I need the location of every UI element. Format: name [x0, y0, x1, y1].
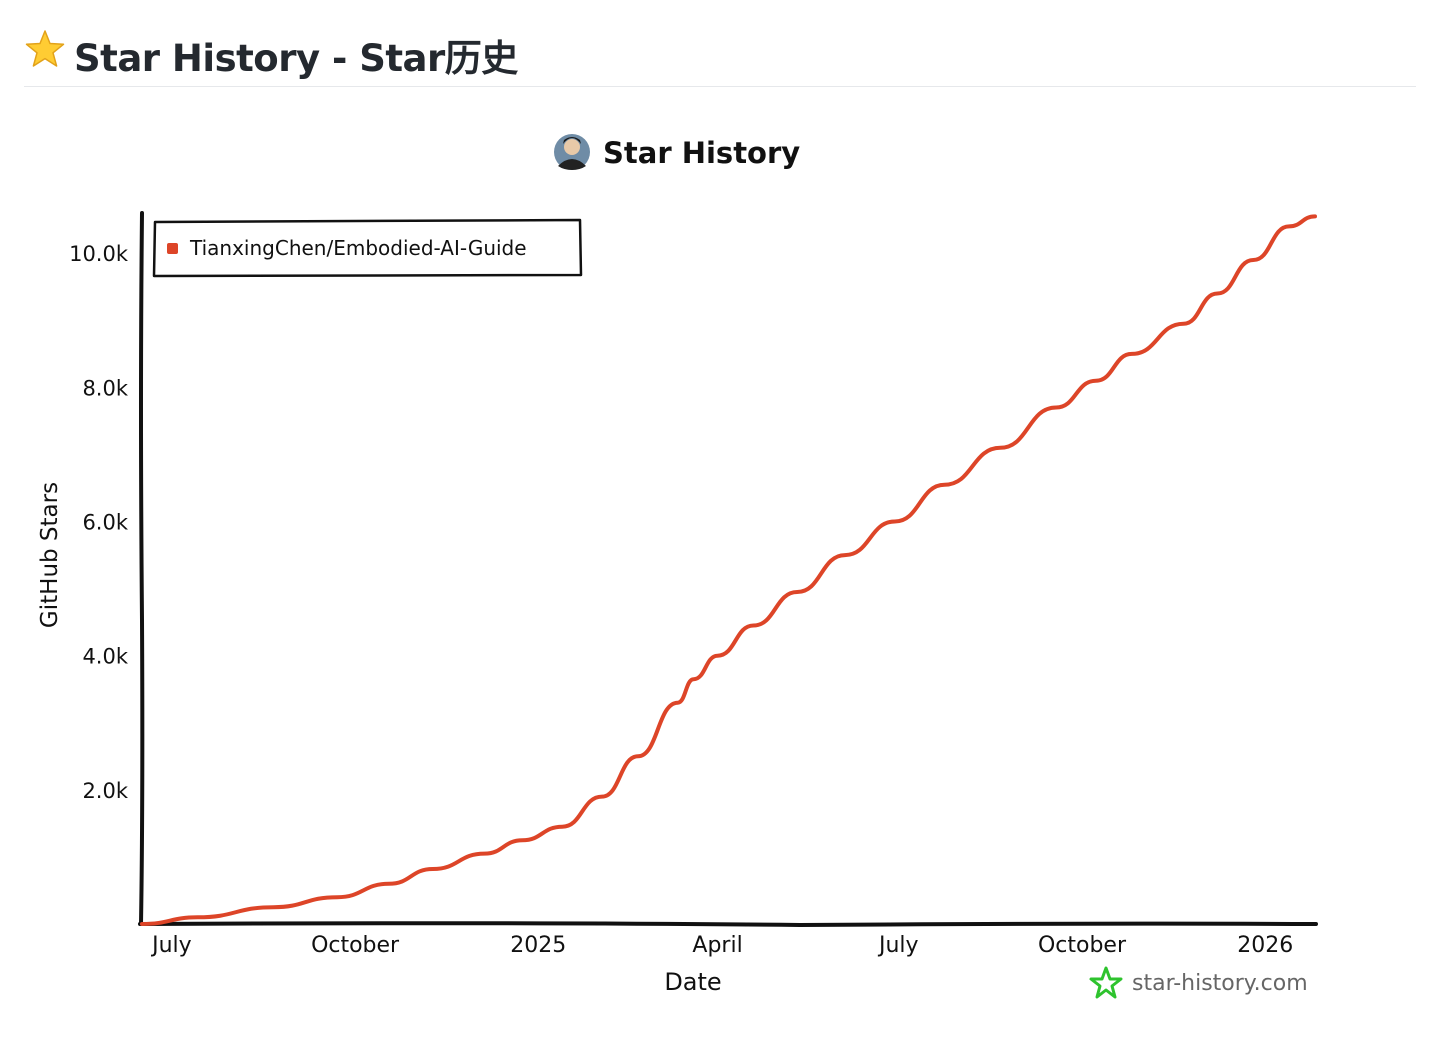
series-point	[140, 922, 144, 926]
series-point	[893, 520, 897, 523]
x-tick-label: July	[150, 933, 192, 958]
y-axis-line	[139, 211, 145, 926]
series-point	[692, 677, 696, 681]
chart-title: Star History	[603, 136, 800, 170]
legend-swatch	[167, 243, 178, 254]
series-point	[520, 838, 524, 842]
x-tick-label: July	[877, 933, 919, 958]
series-point	[1054, 406, 1058, 409]
series-point	[1287, 224, 1291, 228]
series-point	[751, 624, 755, 627]
y-tick-label: 4.0k	[82, 645, 128, 669]
legend-box	[152, 218, 583, 278]
series-point	[335, 895, 339, 899]
watermark: star-history.com	[1089, 966, 1308, 999]
avatar	[554, 134, 590, 170]
star-history-chart: Star History 2.0k 4.0k 6.0k 8.0k 10.0k July O…	[37, 134, 1318, 999]
series-point	[196, 915, 200, 919]
y-tick-label: 8.0k	[82, 376, 128, 400]
series-point	[431, 867, 435, 871]
series-line	[140, 214, 1317, 926]
star-history-logo-icon	[1089, 966, 1123, 999]
series-point	[716, 654, 719, 658]
legend-label: TianxingChen/Embodied-AI-Guide	[189, 236, 527, 260]
page-title: Star History - Star历史	[74, 37, 518, 80]
x-axis-line	[138, 921, 1318, 928]
series-point	[795, 590, 799, 594]
x-tick-label: October	[1038, 933, 1127, 958]
series-point	[843, 553, 847, 557]
x-tick-label: 2026	[1237, 933, 1293, 958]
x-axis-ticks: July October 2025 April July October 2026	[150, 933, 1293, 958]
series-point	[1215, 292, 1219, 295]
series-point	[483, 852, 486, 856]
x-tick-label: October	[311, 933, 400, 958]
star-emoji-icon	[25, 30, 65, 67]
series-point	[600, 795, 604, 799]
series-point	[998, 446, 1002, 450]
series-point	[1251, 258, 1255, 262]
x-tick-label: 2025	[510, 933, 566, 958]
page-header: Star History - Star历史	[24, 22, 1416, 87]
y-tick-label: 10.0k	[69, 242, 129, 266]
chart-header: Star History	[554, 134, 800, 170]
series-point	[1094, 379, 1098, 383]
x-tick-label: April	[692, 933, 742, 958]
y-tick-label: 6.0k	[82, 511, 128, 535]
series-point	[943, 483, 947, 487]
x-axis-label: Date	[664, 968, 721, 996]
series-point	[676, 701, 680, 705]
watermark-text: star-history.com	[1132, 971, 1308, 996]
series-point	[1313, 214, 1317, 218]
y-axis-label: GitHub Stars	[37, 482, 63, 628]
series-point	[1182, 322, 1186, 326]
series-point	[271, 905, 275, 909]
series-layer	[140, 214, 1317, 926]
series-point	[560, 825, 564, 829]
legend: TianxingChen/Embodied-AI-Guide	[152, 218, 583, 278]
y-axis-ticks: 2.0k 4.0k 6.0k 8.0k 10.0k	[69, 242, 129, 803]
series-point	[387, 882, 391, 886]
y-tick-label: 2.0k	[82, 779, 128, 803]
series-point	[636, 754, 640, 758]
series-point	[1130, 352, 1134, 356]
